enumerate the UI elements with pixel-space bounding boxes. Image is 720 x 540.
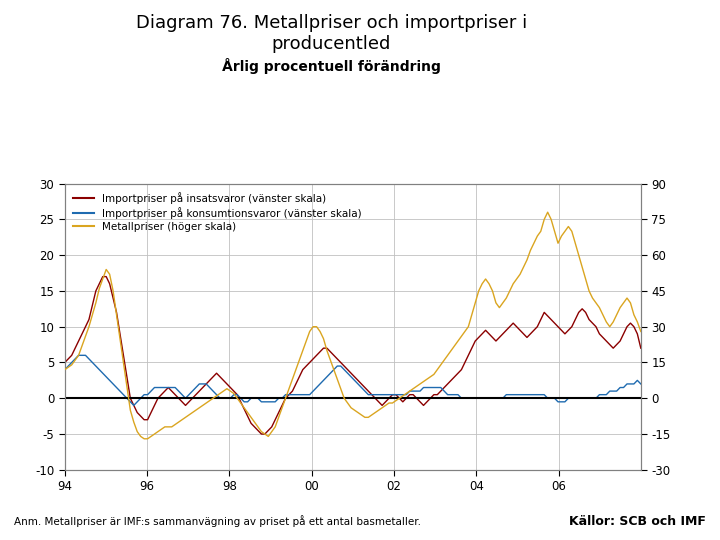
Text: Anm. Metallpriser är IMF:s sammanvägning av priset på ett antal basmetaller.: Anm. Metallpriser är IMF:s sammanvägning…	[14, 515, 421, 527]
Text: Årlig procentuell förändring: Årlig procentuell förändring	[222, 58, 441, 74]
Legend: Importpriser på insatsvaror (vänster skala), Importpriser på konsumtionsvaror (v: Importpriser på insatsvaror (vänster ska…	[70, 189, 365, 235]
Text: SVERIGES
RIKSBANK: SVERIGES RIKSBANK	[637, 50, 677, 63]
Text: producentled: producentled	[271, 35, 391, 53]
Text: Källor: SCB och IMF: Källor: SCB och IMF	[569, 515, 706, 528]
Text: Diagram 76. Metallpriser och importpriser i: Diagram 76. Metallpriser och importprise…	[135, 14, 527, 31]
